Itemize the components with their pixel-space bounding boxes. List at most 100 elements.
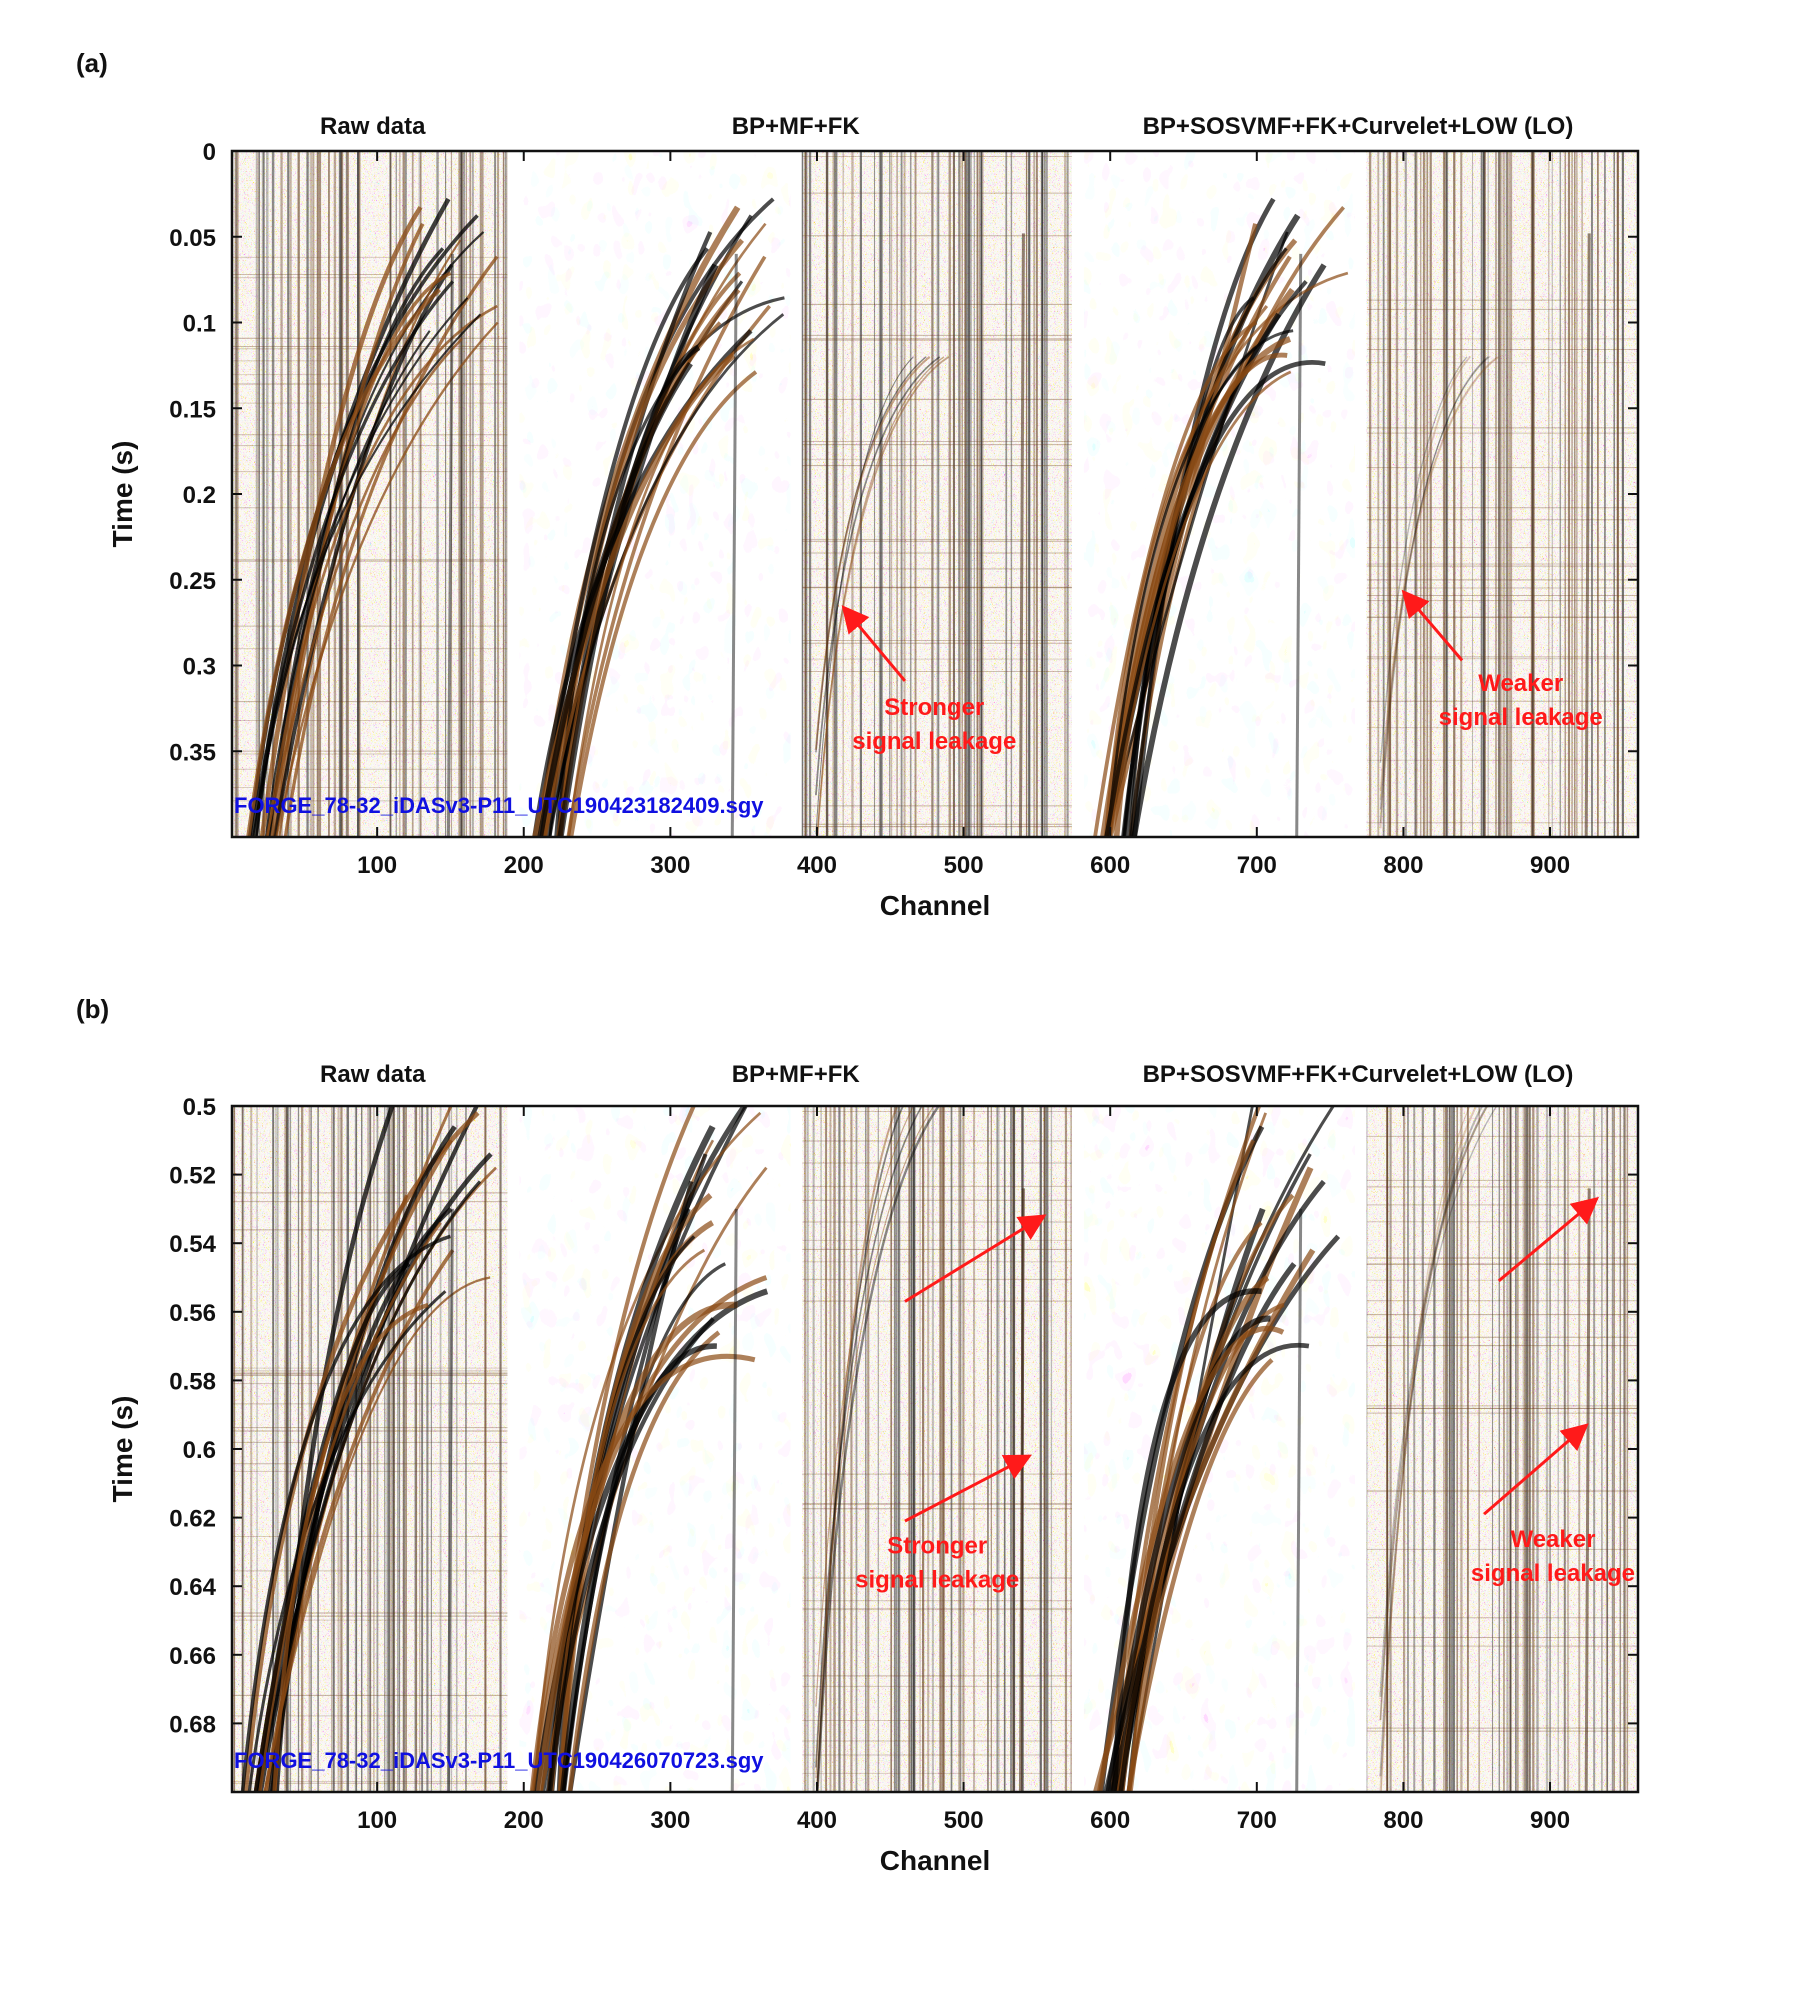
event — [1104, 360, 1326, 837]
event — [529, 1353, 756, 1792]
annotation: Weaker signal leakage — [1471, 1423, 1635, 1587]
event — [283, 255, 499, 837]
events — [1379, 1106, 1498, 1792]
annotation-text: Stronger — [887, 1533, 987, 1560]
section-gap — [1071, 1106, 1084, 1792]
event — [1108, 370, 1292, 837]
x-tick-label: 500 — [944, 1807, 984, 1834]
y-tick-label: 0.2 — [183, 482, 216, 509]
section-0 — [232, 151, 509, 837]
annotation: Stronger signal leakage — [855, 1454, 1032, 1594]
events — [246, 197, 499, 837]
leak-event — [815, 1106, 923, 1768]
annotation-text: signal leakage — [1471, 1560, 1635, 1587]
leak-event — [815, 1106, 914, 1707]
x-tick-label: 200 — [504, 852, 544, 879]
leak-event — [815, 1106, 935, 1779]
event — [240, 1234, 451, 1792]
annotation-text: Weaker — [1478, 670, 1563, 697]
vertical-event — [446, 1208, 454, 1792]
leak-event — [1379, 1106, 1488, 1697]
y-tick-label: 0.35 — [169, 739, 216, 766]
y-tick-label: 0.05 — [169, 225, 216, 252]
annotation-arrow — [1497, 1196, 1600, 1283]
x-axis-label: Channel — [880, 1845, 990, 1876]
x-tick-label: 600 — [1090, 1807, 1130, 1834]
section-4 — [1366, 151, 1638, 837]
event — [559, 1343, 717, 1792]
annotation-text: Stronger — [884, 694, 984, 721]
y-tick-label: 0.52 — [169, 1163, 216, 1190]
x-tick-label: 500 — [944, 852, 984, 879]
y-tick-label: 0.6 — [183, 1437, 216, 1464]
leak-event — [816, 1106, 940, 1792]
event — [1096, 1325, 1285, 1792]
annotation-arrow — [904, 1454, 1032, 1523]
panel-a: (a) Raw data BP+MF+FK BP+SOSVMF+FK+Curvelet… — [76, 48, 1640, 921]
leak-event — [1379, 356, 1489, 823]
y-tick-label: 0.1 — [183, 311, 216, 338]
y-tick-label: 0.56 — [169, 1300, 216, 1327]
leak-event — [1379, 356, 1490, 810]
section-3 — [1083, 151, 1355, 837]
y-tick-label: 0.68 — [169, 1711, 216, 1738]
vertical-event — [1295, 1208, 1303, 1792]
x-tick-label: 300 — [650, 852, 690, 879]
event — [263, 1276, 491, 1792]
leak-event — [1380, 1106, 1471, 1792]
leak-event — [815, 356, 941, 796]
vertical-event — [1584, 233, 1591, 837]
panel-label: (b) — [76, 994, 109, 1024]
section-gap — [507, 1106, 520, 1792]
x-tick-label: 100 — [357, 1807, 397, 1834]
event — [275, 321, 499, 837]
filename-label: FORGE_78-32_iDASv3-P11_UTC190423182409.s… — [234, 793, 764, 818]
leak-event — [1379, 1106, 1484, 1777]
section-0 — [232, 1106, 508, 1792]
section-title: Raw data — [320, 113, 426, 140]
event — [255, 313, 482, 837]
leak-event — [816, 356, 950, 837]
annotation-text: signal leakage — [855, 1567, 1019, 1594]
event — [253, 1261, 411, 1792]
y-tick-label: 0.62 — [169, 1506, 216, 1533]
event — [1093, 320, 1258, 837]
event — [263, 1248, 455, 1792]
event — [249, 280, 455, 837]
y-tick-label: 0.64 — [169, 1574, 216, 1601]
x-tick-label: 800 — [1383, 852, 1423, 879]
annotation-text: signal leakage — [1439, 704, 1603, 731]
y-tick-label: 0.58 — [169, 1368, 216, 1395]
x-tick-label: 700 — [1237, 1807, 1277, 1834]
section-3 — [1083, 1106, 1355, 1792]
y-axis-label: Time (s) — [107, 441, 138, 548]
y-tick-label: 0 — [203, 139, 216, 166]
vertical-event — [730, 253, 738, 837]
annotation: Stronger signal leakage — [841, 605, 1016, 755]
event — [246, 287, 441, 837]
event — [265, 304, 498, 837]
y-tick-label: 0.54 — [169, 1231, 216, 1258]
section-gap — [1071, 151, 1084, 837]
leak-event — [1379, 1106, 1489, 1721]
section-title: Raw data — [320, 1061, 426, 1088]
leak-event — [1379, 1106, 1478, 1792]
vertical-event — [1018, 1188, 1025, 1792]
event — [569, 370, 758, 837]
event — [264, 330, 431, 837]
x-tick-label: 300 — [650, 1807, 690, 1834]
x-tick-label: 700 — [1237, 852, 1277, 879]
y-tick-label: 0.3 — [183, 654, 216, 681]
filename-label: FORGE_78-32_iDASv3-P11_UTC190426070723.s… — [234, 1748, 764, 1773]
section-2 — [802, 1106, 1073, 1792]
y-tick-label: 0.25 — [169, 568, 216, 595]
section-2 — [801, 151, 1072, 837]
x-axis-label: Channel — [880, 890, 990, 921]
y-axis-label: Time (s) — [107, 1396, 138, 1503]
x-tick-label: 900 — [1530, 1807, 1570, 1834]
y-tick-label: 0.66 — [169, 1643, 216, 1670]
y-tick-label: 0.15 — [169, 396, 216, 423]
section-4 — [1366, 1106, 1638, 1792]
vertical-event — [730, 1208, 738, 1792]
panel-label: (a) — [76, 48, 108, 78]
